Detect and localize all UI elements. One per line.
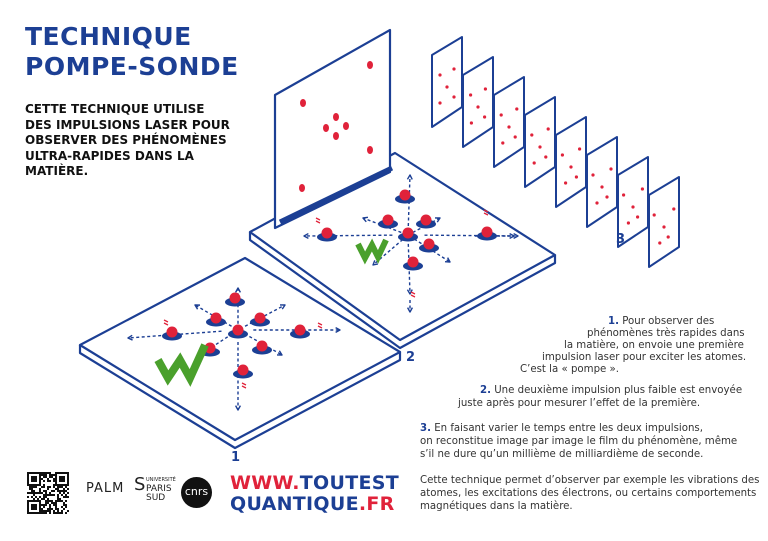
arrow-head	[303, 232, 309, 239]
arrow-head	[406, 174, 413, 180]
text-line: phénomènes très rapides dans	[587, 328, 745, 339]
atom	[206, 312, 226, 327]
arrow-head	[372, 260, 379, 266]
time-frame	[462, 56, 494, 148]
arrow-head	[234, 405, 242, 411]
text-line: impulsion laser pour exciter les atomes.	[542, 352, 747, 363]
url-text: .FR	[358, 493, 395, 515]
vibration-mark	[241, 382, 247, 389]
text-line: C’est la « pompe ».	[520, 364, 620, 375]
title-line-2: POMPE-SONDE	[25, 52, 239, 81]
atom	[398, 227, 418, 242]
displacement-arrow	[372, 238, 404, 266]
displacement-arrow	[199, 333, 233, 356]
atom	[228, 324, 248, 339]
paragraph-number: 3.	[420, 423, 431, 434]
atom	[225, 292, 245, 307]
vibration-mark	[315, 217, 321, 224]
time-frames	[431, 36, 680, 268]
atom	[233, 364, 253, 379]
arrow-head	[362, 216, 369, 223]
time-frame	[493, 76, 525, 168]
title-line-1: TECHNIQUE	[25, 22, 192, 51]
text-line: atomes, les excitations des électrons, o…	[420, 488, 757, 499]
atom	[395, 189, 415, 204]
vibration-mark	[163, 319, 169, 326]
subtitle: CETTE TECHNIQUE UTILISE DES IMPULSIONS L…	[25, 102, 265, 180]
atom	[378, 214, 398, 229]
displacement-arrow	[407, 243, 411, 295]
time-frame	[555, 116, 587, 208]
vibration-mark	[410, 291, 416, 298]
arrow-head	[276, 350, 283, 356]
paragraph-number: 1.	[608, 316, 619, 327]
arrow-head	[406, 307, 414, 313]
arrow-head	[234, 287, 242, 293]
atoms	[127, 174, 519, 411]
atom	[403, 256, 423, 271]
atom	[250, 312, 270, 327]
arrow-head	[194, 304, 201, 310]
vibration-mark	[483, 209, 489, 216]
text-line: la matière, on envoie une première	[564, 340, 744, 351]
probe-laser-pulse	[355, 238, 389, 265]
text-line: En faisant varier le temps entre les deu…	[434, 423, 703, 434]
step-label-3: 3	[616, 232, 626, 247]
palm-logo: PALM	[86, 481, 125, 496]
displacement-arrow	[362, 217, 402, 234]
displacement-arrow	[413, 238, 451, 263]
atom	[162, 326, 182, 341]
atom	[416, 214, 436, 229]
subtitle-line: MATIÈRE.	[25, 164, 89, 178]
atom	[419, 238, 439, 253]
cnrs-logo: cnrs	[181, 477, 212, 508]
url-text: TOUTEST	[299, 472, 399, 494]
displacement-arrow	[244, 333, 283, 356]
displacement-arrow	[424, 234, 519, 237]
subtitle-line: CETTE TECHNIQUE UTILISE	[25, 102, 205, 116]
arrow-head	[279, 304, 286, 310]
text-line: on reconstitue image par image le film d…	[420, 436, 738, 447]
atom	[477, 226, 497, 241]
atom	[252, 340, 272, 355]
qr-code[interactable]	[25, 470, 71, 516]
text-line: Une deuxième impulsion plus faible est e…	[494, 385, 743, 396]
arrow-head	[509, 232, 515, 240]
time-frame	[648, 176, 680, 268]
subtitle-line: DES IMPULSIONS LASER POUR	[25, 117, 230, 132]
arrow-head	[434, 217, 441, 223]
panel-1-sample	[78, 256, 402, 450]
step-label-2: 2	[406, 350, 416, 365]
paris-sud-logo: S UNIVERSITÉ PARIS SUD	[134, 474, 176, 503]
text-line: juste après pour mesurer l’effet de la p…	[458, 398, 701, 409]
website-url[interactable]: WWW.TOUTEST QUANTIQUE.FR	[230, 473, 399, 515]
pump-laser-pulse	[154, 343, 209, 387]
url-text: WWW.	[230, 472, 300, 494]
arrow-head	[513, 232, 519, 239]
paragraph-number: 2.	[480, 385, 491, 396]
logo-text: SUD	[146, 493, 166, 503]
logo-text: UNIVERSITÉ	[146, 477, 176, 483]
url-text: QUANTIQUE	[230, 493, 359, 515]
logo-text: PARIS	[146, 484, 172, 494]
atom	[317, 227, 337, 242]
arrow-head	[444, 257, 451, 263]
subtitle-line: OBSERVER DES PHÉNOMÈNES	[25, 133, 227, 147]
text-line: Pour observer des	[622, 316, 715, 327]
text-line: magnétiques dans la matière.	[420, 501, 573, 512]
arrow-head	[335, 326, 341, 334]
subtitle-line: ULTRA-RAPIDES DANS LA	[25, 148, 194, 163]
time-frame	[431, 36, 463, 128]
vibration-mark	[317, 322, 323, 329]
detector-screen	[273, 28, 394, 230]
text-line: s’il ne dure qu’un millième de milliardi…	[420, 449, 704, 460]
arrow-head	[127, 334, 133, 341]
time-frame	[586, 136, 618, 228]
text-line: Cette technique permet d’observer par ex…	[420, 475, 760, 486]
time-frame	[524, 96, 556, 188]
step-label-1: 1	[231, 450, 241, 465]
arrow-head	[406, 289, 413, 295]
atom	[290, 324, 310, 339]
